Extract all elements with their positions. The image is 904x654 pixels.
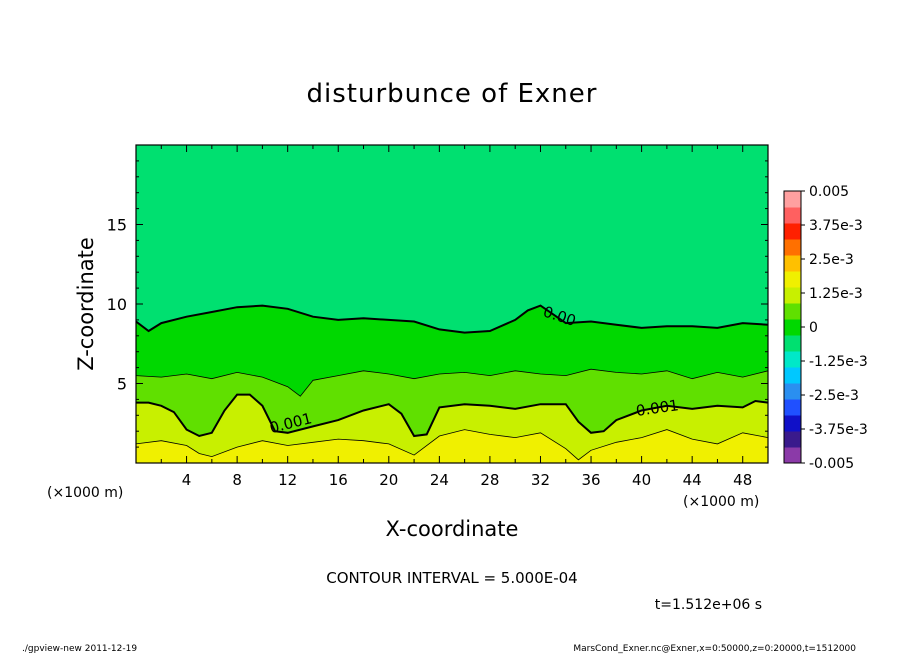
colorbar-swatch [784, 367, 801, 384]
colorbar-label: 0 [809, 320, 818, 336]
colorbar-swatch [784, 383, 801, 400]
contour-fill [136, 145, 768, 463]
x-tick-label: 24 [430, 471, 449, 489]
x-tick-label: 44 [683, 471, 702, 489]
contour-lines [136, 304, 768, 461]
x-tick-label: 40 [632, 471, 651, 489]
y-tick-label: 10 [107, 295, 127, 314]
colorbar-swatch [784, 271, 801, 288]
x-tick-label: 48 [733, 471, 752, 489]
colorbar-label: 0.005 [809, 184, 849, 200]
x-tick-label: 36 [581, 471, 600, 489]
colorbar-label: 3.75e-3 [809, 218, 863, 234]
contour-line-001 [136, 393, 768, 438]
contour-line-0005 [136, 368, 768, 397]
contour-label-001-right: 0.001 [635, 396, 680, 420]
colorbar-label: 2.5e-3 [809, 252, 854, 268]
chart-title: disturbunce of Exner [307, 79, 598, 109]
colorbar-swatch [784, 239, 801, 256]
colorbar-swatch [784, 303, 801, 320]
y-tick-label: 5 [117, 375, 127, 394]
y-axis-label: Z-coordinate [74, 237, 98, 371]
footer-left: ./gpview-new 2011-12-19 [22, 644, 137, 654]
colorbar-swatch [784, 223, 801, 240]
x-tick-label: 4 [182, 471, 192, 489]
colorbar-swatch [784, 431, 801, 448]
x-tick-label: 20 [379, 471, 398, 489]
contour-interval-text: CONTOUR INTERVAL = 5.000E-04 [326, 569, 577, 587]
y-ticks: 5 10 15 [107, 160, 768, 448]
contour-line-zero [136, 304, 768, 334]
x-unit-label-left: (×1000 m) [47, 485, 123, 501]
footer-right: MarsCond_Exner.nc@Exner,x=0:50000,z=0:20… [573, 644, 856, 654]
colorbar-swatch [784, 287, 801, 304]
contour-line-0015 [136, 429, 768, 461]
colorbar-swatch [784, 207, 801, 224]
colorbar: 0.005 3.75e-3 2.5e-3 1.25e-3 0 -1.25e-3 -2.5e-… [783, 184, 868, 472]
colorbar-label: 1.25e-3 [809, 286, 863, 302]
colorbar-labels: 0.005 3.75e-3 2.5e-3 1.25e-3 0 -1.25e-3 -2.5e-… [801, 184, 868, 472]
colorbar-swatch [784, 415, 801, 432]
x-ticks: 4 8 12 16 20 24 28 32 36 40 44 48 [160, 145, 752, 489]
time-text: t=1.512e+06 s [655, 597, 762, 613]
x-axis-label: X-coordinate [386, 517, 519, 541]
colorbar-label: -0.005 [809, 456, 854, 472]
colorbar-swatch [784, 191, 801, 208]
x-tick-label: 8 [232, 471, 242, 489]
x-tick-label: 28 [480, 471, 499, 489]
band-0015 [136, 429, 768, 463]
x-tick-label: 12 [278, 471, 297, 489]
colorbar-label: -3.75e-3 [809, 422, 868, 438]
colorbar-swatch [784, 255, 801, 272]
colorbar-swatches [784, 191, 801, 464]
colorbar-swatch [784, 447, 801, 464]
y-tick-label: 15 [107, 216, 127, 235]
x-unit-label-right: (×1000 m) [683, 494, 759, 510]
colorbar-label: -1.25e-3 [809, 354, 868, 370]
colorbar-swatch [784, 351, 801, 368]
x-tick-label: 32 [531, 471, 550, 489]
colorbar-swatch [784, 399, 801, 416]
colorbar-swatch [784, 319, 801, 336]
colorbar-swatch [784, 335, 801, 352]
colorbar-label: -2.5e-3 [809, 388, 859, 404]
x-tick-label: 16 [329, 471, 348, 489]
